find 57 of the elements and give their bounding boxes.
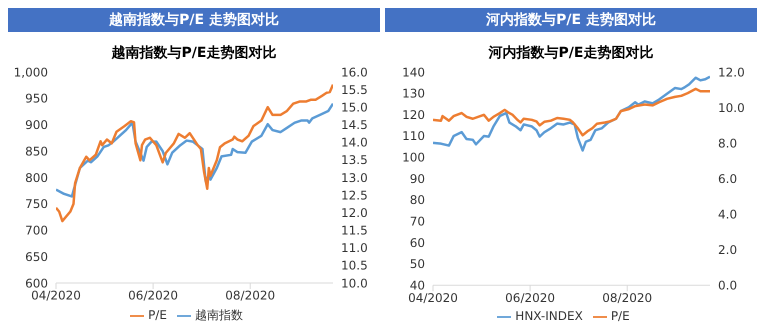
y-tick-label: 40 (410, 278, 425, 293)
y2-tick-label: 14.0 (341, 136, 368, 150)
y2-tick-label: 14.5 (341, 118, 368, 132)
y2-tick-label: 10.5 (341, 258, 368, 273)
chart-title: 河内指数与P/E 走势图对比 (385, 8, 757, 32)
legend-label: HNX-INDEX (515, 309, 583, 324)
y-tick-label: 130 (402, 86, 425, 101)
y2-tick-label: 16.0 (341, 65, 368, 80)
x-tick-label: 06/2020 (128, 288, 178, 303)
y-tick-label: 80 (410, 193, 425, 208)
y2-tick-label: 12.0 (718, 65, 745, 80)
y-tick-label: 70 (410, 214, 425, 229)
y2-tick-label: 8.0 (718, 136, 738, 150)
y-tick-label: 50 (410, 257, 425, 272)
y2-tick-label: 2.0 (718, 242, 738, 257)
y-tick-label: 90 (410, 172, 425, 186)
y-tick-label: 110 (402, 129, 425, 144)
y-tick-label: 850 (25, 144, 48, 158)
y2-tick-label: 10.0 (718, 100, 745, 115)
y2-tick-label: 12.5 (341, 188, 368, 202)
y2-tick-label: 0.0 (718, 278, 738, 293)
y-tick-label: 100 (402, 150, 425, 165)
x-tick-label: 08/2020 (602, 290, 652, 305)
x-tick-label: 04/2020 (408, 290, 458, 305)
y2-tick-label: 6.0 (718, 172, 738, 186)
chart-title: 越南指数与P/E 走势图对比 (8, 8, 380, 32)
y-tick-label: 650 (25, 250, 48, 264)
legend-label: P/E (610, 309, 630, 324)
line-series (433, 88, 710, 137)
y-tick-label: 140 (402, 65, 425, 80)
x-tick-label: 06/2020 (505, 290, 556, 305)
x-tick-label: 04/2020 (31, 288, 81, 303)
y2-tick-label: 11.0 (341, 241, 368, 256)
y2-tick-label: 15.5 (341, 82, 368, 97)
y2-tick-label: 4.0 (718, 207, 738, 222)
line-series (56, 83, 333, 222)
y-tick-label: 800 (25, 170, 48, 185)
y-tick-label: 60 (410, 236, 425, 250)
y2-tick-label: 15.0 (341, 100, 368, 114)
y2-tick-label: 13.0 (341, 170, 368, 185)
y-tick-label: 120 (402, 108, 425, 122)
legend-label: 越南指数 (194, 308, 243, 322)
y2-tick-label: 11.5 (341, 224, 368, 238)
y2-tick-label: 13.5 (341, 153, 368, 168)
line-series (433, 75, 710, 152)
y-tick-label: 600 (25, 276, 48, 290)
chart-subtitle: 越南指数与P/E走势图对比 (110, 44, 278, 62)
y-tick-label: 950 (25, 92, 48, 106)
y-tick-label: 900 (25, 118, 48, 132)
y-tick-label: 750 (25, 197, 48, 212)
x-tick-label: 08/2020 (225, 288, 276, 303)
legend-label: P/E (148, 308, 167, 322)
y-tick-label: 1,000 (14, 65, 48, 80)
y2-tick-label: 12.0 (341, 206, 368, 220)
y2-tick-label: 10.0 (341, 276, 368, 290)
chart-subtitle: 河内指数与P/E走势图对比 (488, 44, 654, 62)
y-tick-label: 700 (25, 224, 48, 238)
